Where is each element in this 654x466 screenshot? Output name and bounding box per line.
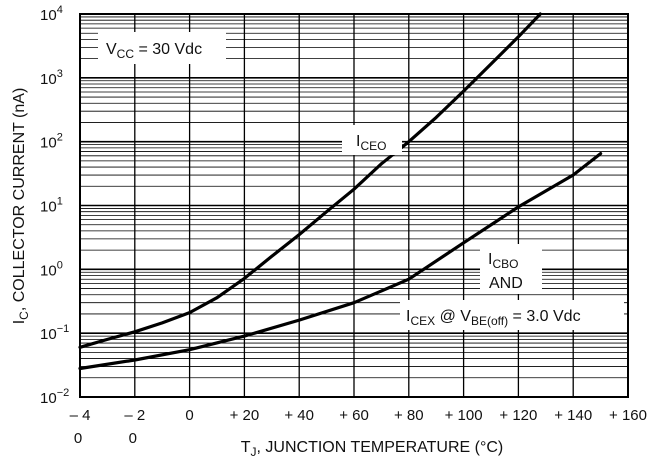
x-tick-label: + 80 bbox=[394, 407, 424, 424]
vcc-annotation: VCC = 30 Vdc bbox=[106, 41, 202, 61]
icbo-annotation: ICBO bbox=[488, 251, 518, 271]
x-tick-label: + 140 bbox=[554, 407, 592, 424]
icex-label-box bbox=[400, 300, 624, 330]
icex-annotation: ICEX @ VBE(off) = 3.0 Vdc bbox=[406, 308, 581, 328]
x-tick-label-line2: 0 bbox=[129, 430, 137, 447]
major-grid bbox=[79, 13, 629, 398]
x-tick-label: + 120 bbox=[499, 407, 537, 424]
series-line-2 bbox=[78, 152, 603, 371]
plot-frame bbox=[79, 13, 629, 398]
x-tick-label: 0 bbox=[185, 407, 193, 424]
x-tick-label: + 100 bbox=[445, 407, 483, 424]
y-axis-label: IC, COLLECTOR CURRENT (nA) bbox=[11, 88, 31, 325]
x-tick-label: + 20 bbox=[230, 407, 260, 424]
x-tick-label: + 160 bbox=[609, 407, 647, 424]
y-tick-label: 101 bbox=[40, 196, 63, 216]
x-tick-label: + 60 bbox=[339, 407, 369, 424]
x-axis-label: TJ, JUNCTION TEMPERATURE (°C) bbox=[241, 439, 503, 459]
icbo-label-box bbox=[480, 244, 542, 294]
y-tick-label: 10−2 bbox=[40, 387, 69, 407]
y-tick-label: 102 bbox=[40, 132, 63, 152]
tick-labels: – 4 0 – 2 0 0 + 20 + 40 + 60 + 80 + 100 + 120 + 140… bbox=[40, 4, 647, 447]
y-tick-label: 10−1 bbox=[40, 323, 69, 343]
iceo-annotation: ICEO bbox=[356, 133, 386, 153]
x-tick-label: – 2 bbox=[124, 407, 145, 424]
x-tick-label: + 40 bbox=[284, 407, 314, 424]
y-tick-label: 103 bbox=[40, 68, 63, 88]
y-tick-label: 104 bbox=[40, 4, 63, 24]
x-tick-label-line2: 0 bbox=[74, 430, 82, 447]
and-annotation: AND bbox=[489, 275, 523, 292]
series-line-1 bbox=[78, 12, 542, 349]
iceo-label-box bbox=[342, 125, 402, 155]
vcc-label-box bbox=[98, 32, 226, 64]
x-tick-label: – 4 bbox=[70, 407, 91, 424]
series-layer bbox=[78, 12, 603, 371]
y-tick-label: 100 bbox=[40, 259, 63, 279]
